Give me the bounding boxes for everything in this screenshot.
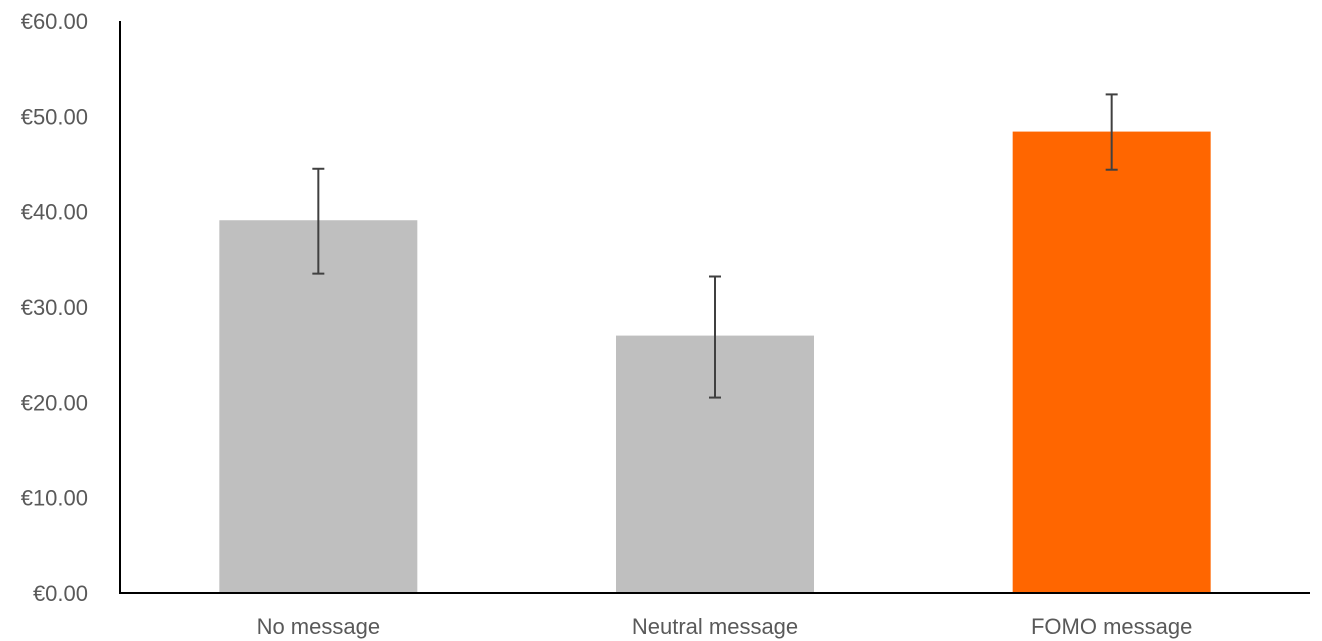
y-axis-tick-labels: €0.00 €10.00 €20.00 €30.00 €40.00 €50.00 €60.0… xyxy=(21,9,88,606)
x-category-label: No message xyxy=(257,614,381,639)
y-tick-label: €0.00 xyxy=(33,581,88,606)
y-tick-label: €30.00 xyxy=(21,295,88,320)
error-bar xyxy=(709,275,721,399)
x-axis-category-labels: No message Neutral message FOMO message xyxy=(257,614,1193,639)
y-tick-label: €60.00 xyxy=(21,9,88,34)
error-bar xyxy=(1105,93,1118,171)
bars xyxy=(219,131,1211,593)
y-tick-label: €50.00 xyxy=(21,104,88,129)
error-bar xyxy=(312,167,325,275)
x-category-label: FOMO message xyxy=(1031,614,1192,639)
y-tick-label: €10.00 xyxy=(21,486,88,511)
bar-no-message xyxy=(219,220,418,593)
error-bars xyxy=(312,93,1118,399)
x-category-label: Neutral message xyxy=(632,614,798,639)
y-tick-label: €20.00 xyxy=(21,390,88,415)
y-tick-label: €40.00 xyxy=(21,200,88,225)
bar-fomo-message xyxy=(1012,131,1211,593)
